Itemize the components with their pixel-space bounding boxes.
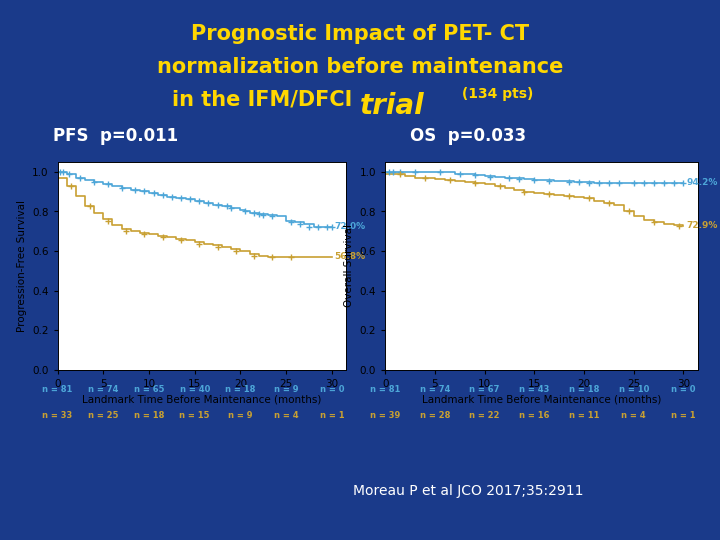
- Text: n = 43: n = 43: [519, 384, 549, 394]
- Text: OS  p=0.033: OS p=0.033: [410, 127, 526, 145]
- Text: n = 81: n = 81: [42, 384, 73, 394]
- Text: n = 74: n = 74: [88, 384, 119, 394]
- Text: n = 67: n = 67: [469, 384, 500, 394]
- Text: n = 18: n = 18: [569, 384, 599, 394]
- Text: n = 28: n = 28: [420, 411, 450, 420]
- Text: n = 16: n = 16: [519, 411, 549, 420]
- Y-axis label: Progression-Free Survival: Progression-Free Survival: [17, 200, 27, 332]
- Text: n = 11: n = 11: [569, 411, 599, 420]
- Text: n = 25: n = 25: [88, 411, 119, 420]
- Text: Moreau P et al JCO 2017;35:2911: Moreau P et al JCO 2017;35:2911: [353, 484, 583, 498]
- Text: n = 81: n = 81: [370, 384, 400, 394]
- Text: Prognostic Impact of PET- CT: Prognostic Impact of PET- CT: [191, 24, 529, 44]
- Text: n = 18: n = 18: [134, 411, 164, 420]
- Text: n = 33: n = 33: [42, 411, 73, 420]
- Text: n = 65: n = 65: [134, 384, 164, 394]
- Text: 56.8%: 56.8%: [335, 252, 366, 261]
- Text: (134 pts): (134 pts): [457, 87, 534, 102]
- Text: n = 10: n = 10: [618, 384, 649, 394]
- Text: trial: trial: [360, 92, 425, 120]
- X-axis label: Landmark Time Before Maintenance (months): Landmark Time Before Maintenance (months…: [422, 395, 662, 404]
- Text: PFS  p=0.011: PFS p=0.011: [53, 127, 178, 145]
- Text: n = 1: n = 1: [320, 411, 344, 420]
- Text: n = 9: n = 9: [274, 384, 298, 394]
- Text: n = 0: n = 0: [671, 384, 696, 394]
- Y-axis label: Overall Survival: Overall Survival: [344, 225, 354, 307]
- X-axis label: Landmark Time Before Maintenance (months): Landmark Time Before Maintenance (months…: [82, 395, 321, 404]
- Text: n = 4: n = 4: [621, 411, 646, 420]
- Text: 94.2%: 94.2%: [686, 178, 718, 187]
- Text: n = 9: n = 9: [228, 411, 253, 420]
- Text: n = 39: n = 39: [370, 411, 400, 420]
- Text: n = 15: n = 15: [179, 411, 210, 420]
- Text: n = 18: n = 18: [225, 384, 256, 394]
- Text: n = 0: n = 0: [320, 384, 344, 394]
- Text: n = 22: n = 22: [469, 411, 500, 420]
- Text: n = 74: n = 74: [420, 384, 450, 394]
- Text: normalization before maintenance: normalization before maintenance: [157, 57, 563, 77]
- Text: in the IFM/DFCI: in the IFM/DFCI: [173, 89, 360, 109]
- Text: n = 40: n = 40: [179, 384, 210, 394]
- Text: n = 1: n = 1: [671, 411, 696, 420]
- Text: 72.0%: 72.0%: [335, 222, 366, 231]
- Text: n = 4: n = 4: [274, 411, 299, 420]
- Text: 72.9%: 72.9%: [686, 221, 718, 230]
